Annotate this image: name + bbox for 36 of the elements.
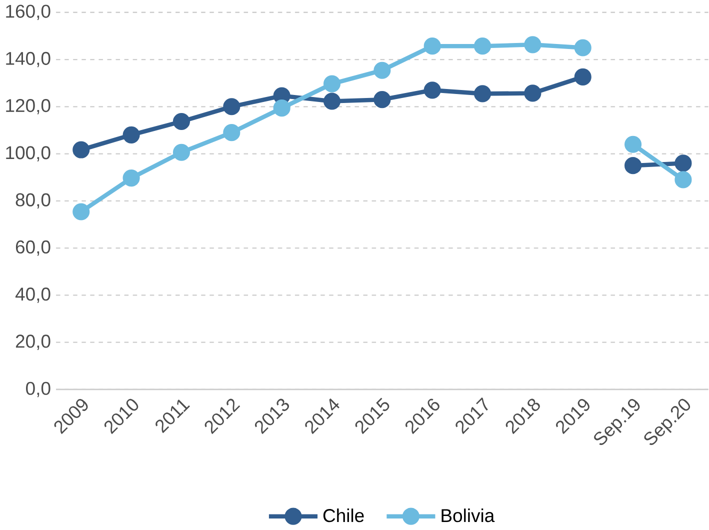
- point: [223, 124, 240, 142]
- y-tick-label: 140,0: [6, 52, 50, 68]
- point: [424, 82, 441, 99]
- y-tick-label: 120,0: [6, 99, 50, 114]
- point: [624, 157, 642, 174]
- point: [574, 68, 592, 86]
- point: [474, 38, 492, 55]
- y-tick-label: 100,0: [6, 146, 50, 162]
- y-tick-label: 40,0: [15, 288, 50, 303]
- point: [72, 141, 90, 158]
- point: [122, 170, 140, 187]
- point: [524, 84, 542, 102]
- point: [323, 92, 341, 110]
- point: [374, 62, 391, 80]
- y-tick-label: 0,0: [26, 382, 50, 398]
- point: [674, 154, 692, 172]
- point: [172, 113, 190, 130]
- point: [524, 36, 542, 54]
- point: [273, 100, 290, 117]
- point: [374, 91, 391, 108]
- point: [574, 39, 592, 56]
- point: [223, 98, 240, 116]
- point: [424, 38, 441, 55]
- y-tick-label: 160,0: [6, 4, 50, 20]
- point: [624, 136, 642, 153]
- legend-label: Bolivia: [442, 508, 495, 522]
- y-tick-label: 80,0: [16, 193, 50, 209]
- y-tick-label: 20,0: [16, 334, 50, 350]
- y-tick-label: 60,0: [16, 240, 50, 256]
- point: [674, 171, 692, 188]
- point: [122, 126, 140, 144]
- legend-label: Chile: [323, 508, 364, 522]
- point: [172, 144, 190, 162]
- point: [72, 203, 90, 220]
- point: [323, 75, 341, 92]
- point: [474, 85, 492, 102]
